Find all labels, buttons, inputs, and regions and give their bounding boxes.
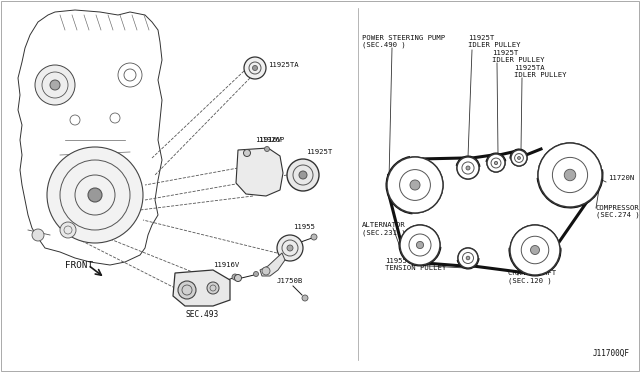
Circle shape [400, 225, 440, 265]
Text: SEC.493: SEC.493 [185, 310, 218, 319]
Circle shape [457, 157, 479, 179]
Text: 11925TA: 11925TA [268, 62, 299, 68]
Circle shape [531, 246, 540, 254]
Circle shape [466, 256, 470, 260]
Text: J1750B: J1750B [277, 278, 303, 284]
Circle shape [277, 235, 303, 261]
Circle shape [417, 241, 424, 248]
Polygon shape [173, 270, 230, 306]
Circle shape [60, 222, 76, 238]
Circle shape [494, 161, 498, 165]
Text: 11925TA
IDLER PULLEY: 11925TA IDLER PULLEY [514, 65, 566, 78]
Polygon shape [236, 148, 283, 196]
Circle shape [564, 169, 576, 181]
Text: 11926P: 11926P [258, 137, 284, 143]
Circle shape [234, 275, 241, 282]
Text: 11916V: 11916V [213, 262, 239, 268]
Circle shape [466, 166, 470, 170]
Text: 11925T
IDLER PULLEY: 11925T IDLER PULLEY [492, 50, 545, 63]
Circle shape [287, 245, 293, 251]
Text: ALTERNATOR
(SEC.231 ): ALTERNATOR (SEC.231 ) [362, 222, 406, 235]
Circle shape [35, 65, 75, 105]
Circle shape [32, 229, 44, 241]
Circle shape [287, 159, 319, 191]
Circle shape [538, 143, 602, 207]
Text: FRONT: FRONT [65, 260, 93, 269]
Circle shape [487, 154, 505, 172]
Circle shape [47, 147, 143, 243]
Circle shape [494, 161, 498, 165]
Circle shape [400, 225, 440, 265]
Circle shape [264, 147, 269, 151]
Text: 11955
TENSION PULLEY: 11955 TENSION PULLEY [385, 258, 446, 271]
Text: POWER STEERING PUMP
(SEC.490 ): POWER STEERING PUMP (SEC.490 ) [362, 35, 445, 48]
Circle shape [564, 169, 576, 181]
Text: 11925T: 11925T [306, 149, 332, 155]
Circle shape [302, 295, 308, 301]
Text: 11916V: 11916V [255, 137, 281, 143]
Circle shape [88, 188, 102, 202]
Circle shape [387, 157, 443, 213]
Circle shape [410, 180, 420, 190]
Circle shape [458, 248, 478, 268]
Circle shape [387, 157, 443, 213]
Circle shape [178, 281, 196, 299]
Circle shape [207, 282, 219, 294]
Circle shape [538, 143, 602, 207]
Circle shape [457, 157, 479, 179]
Circle shape [511, 150, 527, 166]
Circle shape [410, 180, 420, 190]
Polygon shape [260, 253, 285, 276]
Circle shape [466, 166, 470, 170]
Circle shape [466, 256, 470, 260]
Text: 11955: 11955 [293, 224, 315, 230]
Circle shape [510, 225, 560, 275]
Text: 11720N: 11720N [608, 175, 634, 181]
Circle shape [299, 171, 307, 179]
Circle shape [511, 150, 527, 166]
Circle shape [311, 234, 317, 240]
Circle shape [253, 272, 259, 276]
Circle shape [232, 274, 238, 280]
Text: J11700QF: J11700QF [593, 349, 630, 358]
Circle shape [458, 248, 478, 268]
Circle shape [487, 154, 505, 172]
Circle shape [262, 267, 270, 275]
Circle shape [253, 65, 257, 71]
Circle shape [244, 57, 266, 79]
Text: COMPRESSOR
(SEC.274 ): COMPRESSOR (SEC.274 ) [596, 205, 640, 218]
Circle shape [50, 80, 60, 90]
Circle shape [417, 241, 424, 248]
Circle shape [518, 157, 520, 160]
Text: CRANK SHAFT
(SEC.120 ): CRANK SHAFT (SEC.120 ) [508, 270, 556, 283]
Circle shape [510, 225, 560, 275]
Circle shape [243, 150, 250, 157]
Circle shape [531, 246, 540, 254]
Text: 11925T
IDLER PULLEY: 11925T IDLER PULLEY [468, 35, 520, 48]
Circle shape [518, 157, 520, 160]
